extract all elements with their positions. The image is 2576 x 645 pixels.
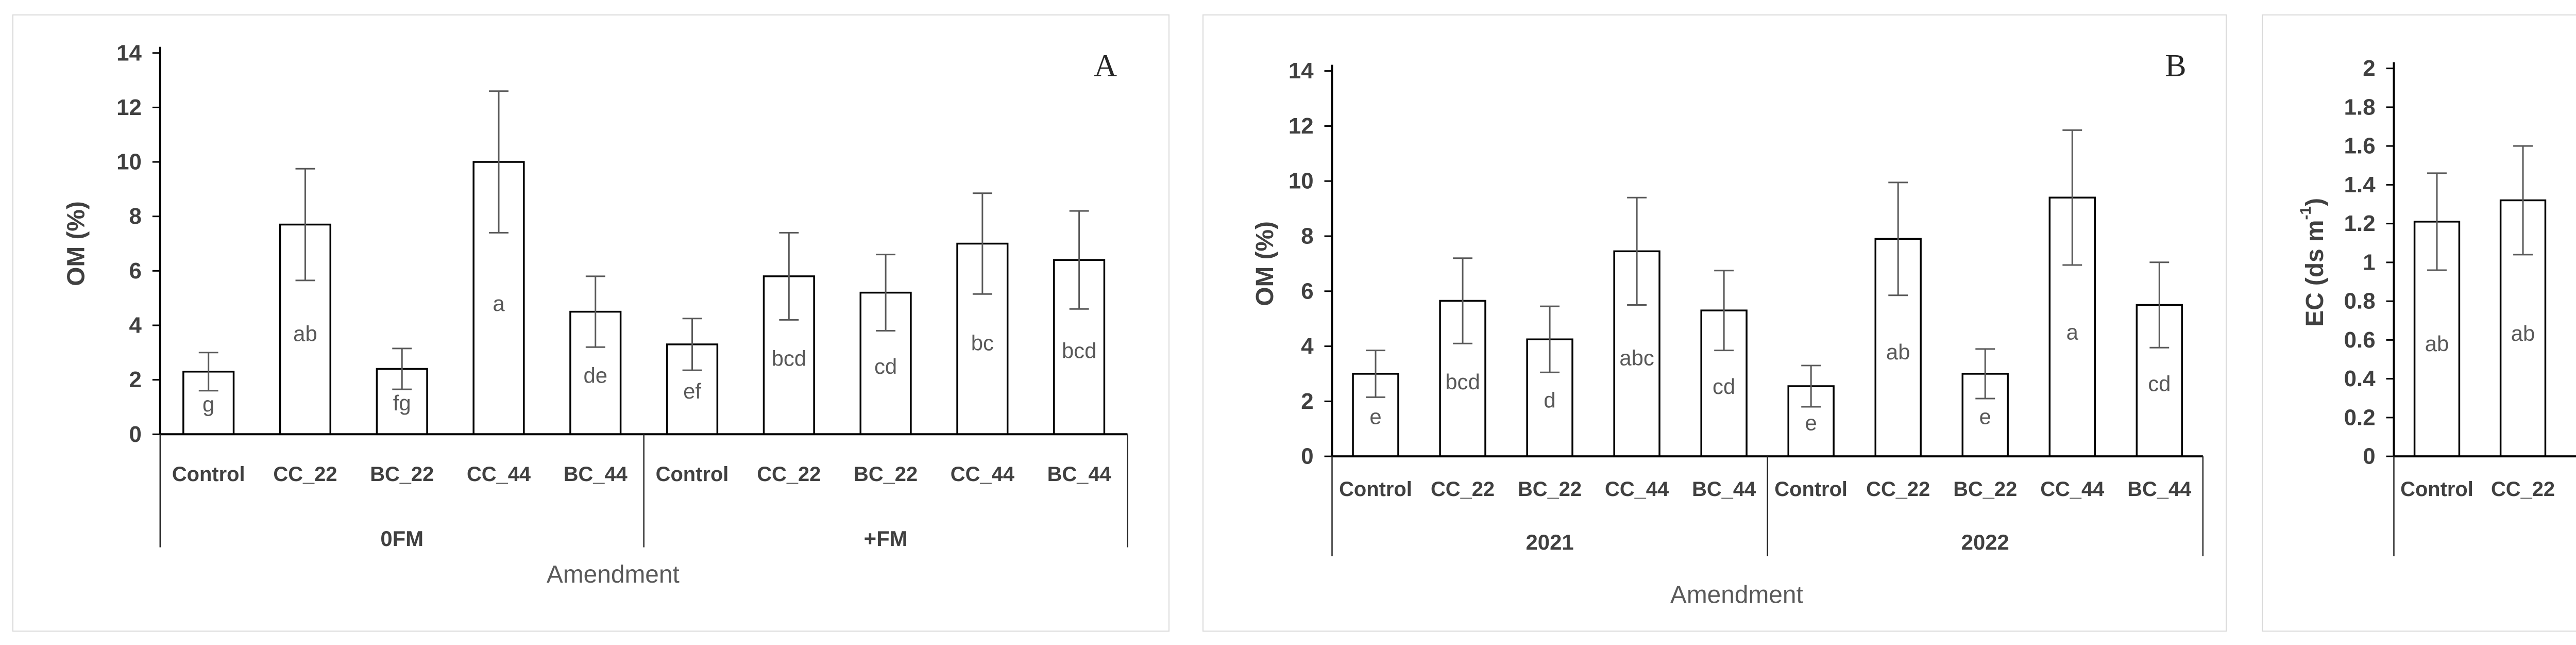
x-category-label: BC_22 <box>1518 478 1582 501</box>
x-category-label: CC_44 <box>467 463 531 486</box>
x-category-label: BC_22 <box>1953 478 2017 501</box>
significance-letter: de <box>583 363 607 388</box>
y-tick-label: 0 <box>1301 444 1313 469</box>
x-axis-title: Amendment <box>1670 582 1803 609</box>
y-tick-label: 1.6 <box>2344 134 2376 159</box>
x-category-label: CC_44 <box>2040 478 2104 501</box>
y-tick-label: 12 <box>1289 113 1314 139</box>
y-tick-label: 6 <box>129 258 142 284</box>
y-tick-label: 1.2 <box>2344 211 2376 236</box>
significance-letter: abc <box>1619 346 1654 370</box>
y-axis-title: OM (%) <box>1251 221 1278 306</box>
y-tick-label: 12 <box>116 95 142 120</box>
significance-letter: cd <box>2148 372 2171 396</box>
y-tick-label: 4 <box>129 312 142 338</box>
group-label-0FM: 0FM <box>380 526 423 551</box>
significance-letter: cd <box>1713 374 1735 399</box>
significance-letter: ef <box>683 379 701 403</box>
y-tick-label: 0.2 <box>2344 405 2376 430</box>
y-tick-label: 0.8 <box>2344 289 2376 314</box>
x-category-label: CC_22 <box>273 463 337 486</box>
y-tick-label: 10 <box>1289 169 1314 194</box>
x-category-label: BC_44 <box>1047 463 1111 486</box>
y-tick-label: 1.8 <box>2344 94 2376 120</box>
significance-letter: bcd <box>1445 370 1480 394</box>
significance-letter: e <box>1369 405 1381 429</box>
y-tick-label: 0 <box>2363 444 2375 469</box>
significance-letter: ab <box>1886 340 1910 364</box>
x-category-label: CC_22 <box>2491 478 2555 501</box>
x-category-label: BC_22 <box>854 463 918 486</box>
x-category-label: CC_22 <box>757 463 821 486</box>
y-tick-label: 2 <box>129 367 142 392</box>
x-category-label: Control <box>1339 478 1412 501</box>
y-tick-label: 8 <box>1301 223 1313 249</box>
y-tick-label: 1.4 <box>2344 172 2376 197</box>
x-category-label: CC_22 <box>1431 478 1495 501</box>
x-axis-title: Amendment <box>547 561 680 588</box>
x-category-label: CC_44 <box>1605 478 1669 501</box>
panel-letter-B: B <box>2165 48 2186 84</box>
significance-letter: g <box>202 392 214 416</box>
chart-b-svg: 0 2 4 6 8 10 12 14 e Control bcd CC_22 d BC_22 abc CC_4… <box>1251 48 2204 609</box>
chart-panel-b: 0 2 4 6 8 10 12 14 e Control bcd CC_22 d BC_22 abc CC_4… <box>1202 14 2227 632</box>
x-category-label: Control <box>2400 478 2473 501</box>
chart-panel-c: 0 0.2 0.4 0.6 0.8 1 1.2 1.4 1.6 1.8 2 ab Control ab CC… <box>2262 14 2576 632</box>
significance-letter: bc <box>971 330 994 355</box>
x-category-label: BC_44 <box>2127 478 2191 501</box>
x-category-label: BC_44 <box>564 463 628 486</box>
group-label-+FM: +FM <box>864 526 908 551</box>
chart-c-svg: 0 0.2 0.4 0.6 0.8 1 1.2 1.4 1.6 1.8 2 ab Control ab CC… <box>2297 56 2576 556</box>
significance-letter: ab <box>2511 321 2535 345</box>
y-tick-label: 14 <box>116 40 142 65</box>
significance-letter: ab <box>293 322 317 346</box>
x-category-label: Control <box>172 463 245 486</box>
panel-letter-A: A <box>1094 48 1117 84</box>
x-category-label: Control <box>1774 478 1848 501</box>
y-tick-label: 14 <box>1289 58 1314 84</box>
x-category-label: BC_22 <box>370 463 434 486</box>
significance-letter: fg <box>393 391 411 415</box>
y-axis-title: OM (%) <box>62 201 90 286</box>
bar-2021-BC_22 <box>1526 338 1573 457</box>
significance-letter: cd <box>874 354 897 378</box>
significance-letter: bcd <box>772 346 806 371</box>
y-tick-label: 0.6 <box>2344 327 2376 353</box>
significance-letter: e <box>1979 405 1991 429</box>
y-axis-title: EC (ds m-1) <box>2297 198 2329 327</box>
x-category-label: BC_44 <box>1692 478 1756 501</box>
y-tick-label: 6 <box>1301 278 1313 304</box>
group-label-2021: 2021 <box>1526 530 1574 554</box>
y-tick-label: 1 <box>2363 250 2375 275</box>
y-tick-label: 8 <box>129 204 142 229</box>
chart-panel-a: 0 2 4 6 8 10 12 14 g Control ab CC_22 fg BC_22 a CC_44 d… <box>12 14 1170 632</box>
y-tick-label: 2 <box>2363 56 2375 81</box>
group-label-2022: 2022 <box>1961 530 2009 554</box>
significance-letter: d <box>1544 388 1555 412</box>
chart-a-svg: 0 2 4 6 8 10 12 14 g Control ab CC_22 fg BC_22 a CC_44 d… <box>62 40 1128 588</box>
x-category-label: CC_44 <box>951 463 1014 486</box>
y-tick-label: 2 <box>1301 389 1313 414</box>
significance-letter: a <box>493 291 505 316</box>
x-category-label: Control <box>656 463 729 486</box>
y-tick-label: 4 <box>1301 334 1314 359</box>
significance-letter: a <box>2066 320 2079 344</box>
significance-letter: e <box>1805 410 1817 435</box>
y-tick-label: 0 <box>129 422 142 447</box>
y-tick-label: 10 <box>116 150 142 175</box>
x-category-label: CC_22 <box>1866 478 1930 501</box>
significance-letter: ab <box>2425 332 2449 356</box>
y-tick-label: 0.4 <box>2344 366 2376 391</box>
significance-letter: bcd <box>1062 339 1096 363</box>
